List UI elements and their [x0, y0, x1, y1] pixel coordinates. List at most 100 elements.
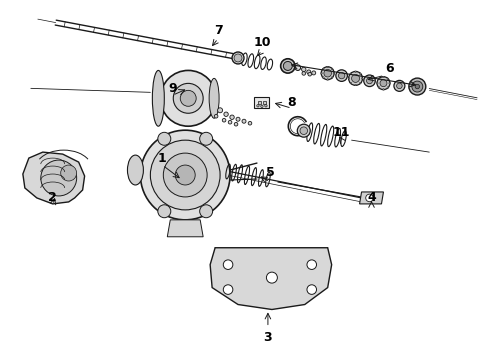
Circle shape — [224, 112, 228, 116]
Circle shape — [367, 78, 372, 84]
Circle shape — [180, 90, 196, 106]
Circle shape — [366, 194, 373, 202]
Circle shape — [352, 75, 360, 82]
Circle shape — [348, 78, 350, 79]
Circle shape — [312, 71, 316, 75]
Ellipse shape — [152, 71, 164, 126]
Circle shape — [355, 71, 356, 73]
Circle shape — [295, 65, 300, 71]
Bar — [264, 101, 267, 104]
Circle shape — [412, 81, 423, 92]
Circle shape — [321, 67, 334, 80]
Circle shape — [364, 75, 375, 86]
Circle shape — [222, 118, 226, 122]
Circle shape — [327, 78, 328, 80]
Circle shape — [322, 77, 324, 78]
Text: 6: 6 — [385, 62, 394, 75]
Text: 9: 9 — [168, 82, 176, 95]
Circle shape — [234, 122, 238, 126]
Circle shape — [300, 127, 308, 135]
Circle shape — [308, 72, 312, 76]
Circle shape — [307, 260, 317, 269]
Circle shape — [248, 121, 252, 125]
Circle shape — [283, 62, 293, 71]
Circle shape — [163, 153, 207, 197]
Text: 1: 1 — [158, 152, 167, 165]
Circle shape — [223, 260, 233, 269]
Circle shape — [380, 80, 387, 87]
Circle shape — [387, 87, 389, 88]
Circle shape — [267, 272, 277, 283]
Circle shape — [228, 121, 232, 124]
Circle shape — [61, 165, 76, 181]
Circle shape — [173, 84, 203, 113]
Circle shape — [301, 67, 306, 72]
Circle shape — [150, 140, 220, 210]
Circle shape — [396, 83, 402, 89]
Circle shape — [327, 66, 328, 68]
Ellipse shape — [209, 78, 219, 118]
Circle shape — [218, 108, 222, 113]
Circle shape — [389, 82, 391, 84]
Circle shape — [350, 73, 352, 75]
Circle shape — [297, 124, 310, 137]
Text: 10: 10 — [253, 36, 270, 49]
Circle shape — [234, 54, 242, 62]
Circle shape — [360, 82, 361, 84]
Circle shape — [409, 78, 426, 95]
Text: 5: 5 — [266, 166, 274, 179]
Circle shape — [158, 205, 171, 218]
Text: 2: 2 — [49, 192, 57, 204]
Circle shape — [158, 132, 171, 145]
Circle shape — [281, 59, 295, 73]
Circle shape — [230, 115, 234, 120]
Polygon shape — [210, 248, 332, 310]
Bar — [258, 101, 261, 104]
Circle shape — [378, 78, 380, 80]
Circle shape — [331, 68, 333, 70]
Circle shape — [242, 119, 246, 123]
Polygon shape — [167, 220, 203, 237]
Circle shape — [322, 68, 324, 70]
Circle shape — [265, 105, 267, 107]
Text: 4: 4 — [367, 192, 376, 204]
Circle shape — [236, 117, 240, 121]
Polygon shape — [360, 192, 384, 204]
Circle shape — [355, 84, 356, 86]
Circle shape — [378, 87, 380, 88]
Circle shape — [387, 78, 389, 80]
Polygon shape — [23, 152, 85, 204]
Circle shape — [348, 71, 363, 85]
Circle shape — [331, 77, 333, 78]
Circle shape — [175, 165, 195, 185]
Circle shape — [333, 72, 335, 74]
Circle shape — [160, 71, 216, 126]
Circle shape — [232, 52, 244, 64]
Text: 7: 7 — [214, 24, 222, 37]
Circle shape — [307, 285, 317, 294]
Circle shape — [223, 285, 233, 294]
Circle shape — [257, 105, 259, 107]
Text: 3: 3 — [264, 331, 272, 344]
Circle shape — [350, 82, 352, 84]
Circle shape — [302, 72, 306, 75]
Circle shape — [141, 130, 230, 220]
Circle shape — [307, 70, 311, 74]
Circle shape — [336, 70, 347, 81]
Text: 8: 8 — [288, 96, 296, 109]
Circle shape — [360, 73, 361, 75]
Circle shape — [377, 77, 390, 90]
Circle shape — [383, 89, 384, 90]
Circle shape — [376, 82, 378, 84]
Circle shape — [339, 72, 345, 79]
Circle shape — [321, 72, 322, 74]
Text: 11: 11 — [333, 126, 350, 139]
Circle shape — [261, 105, 263, 108]
Bar — [254, 97, 270, 108]
Circle shape — [41, 160, 76, 196]
Circle shape — [214, 114, 218, 118]
Circle shape — [362, 78, 363, 79]
Circle shape — [383, 76, 384, 78]
Circle shape — [200, 132, 213, 145]
Ellipse shape — [127, 155, 144, 185]
